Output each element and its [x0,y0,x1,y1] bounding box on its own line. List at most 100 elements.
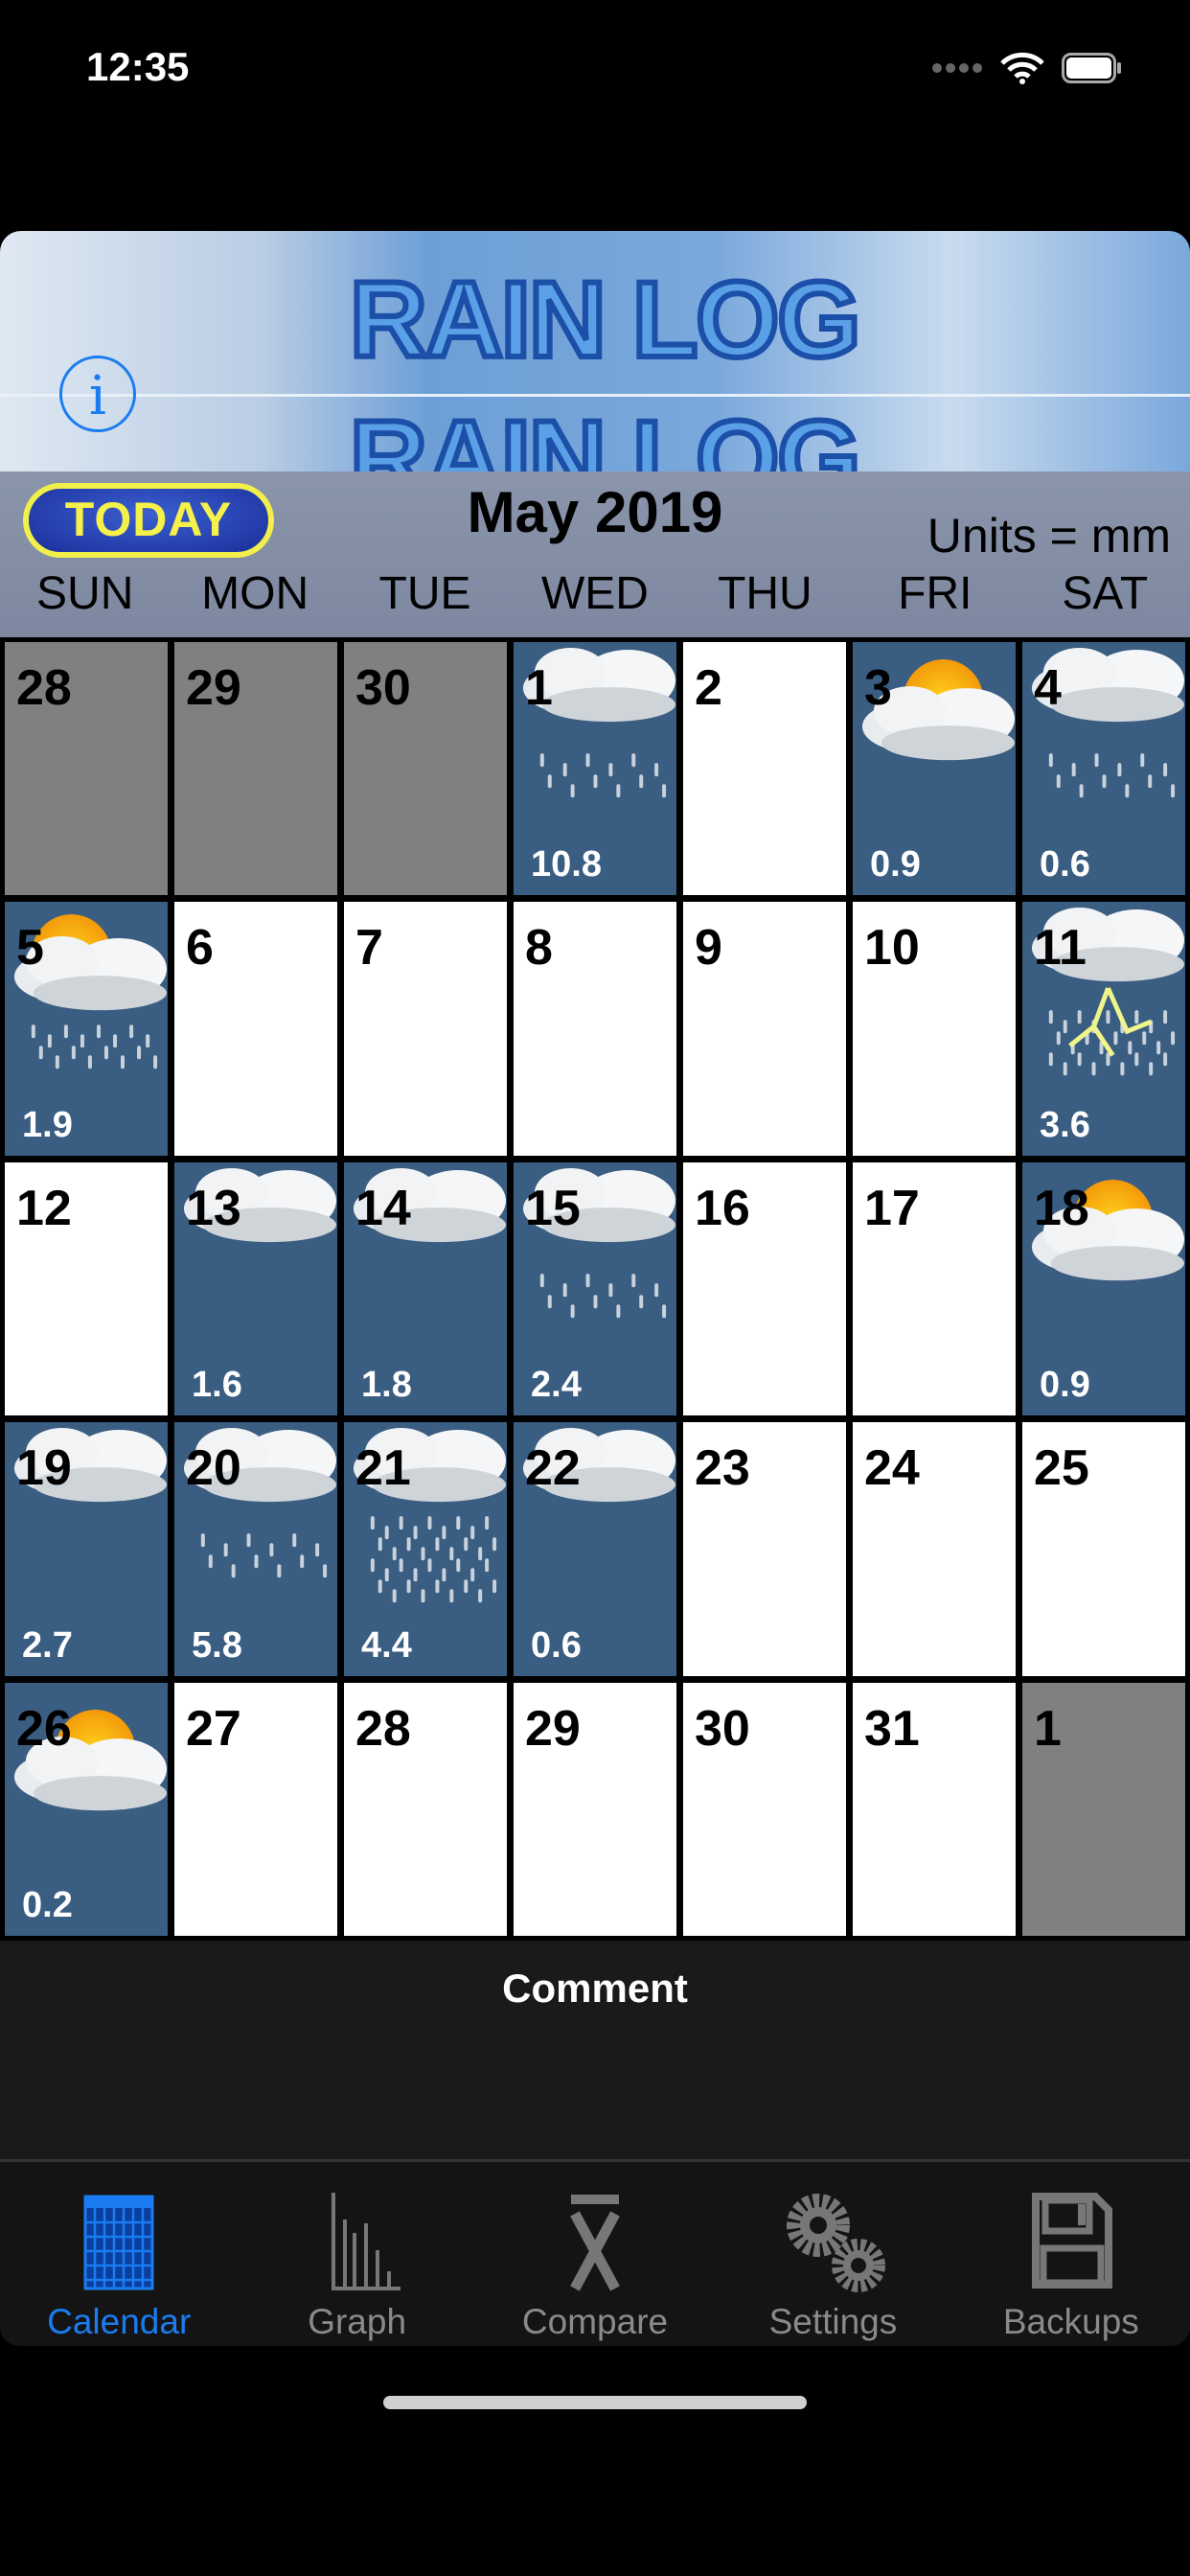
day-cell[interactable]: 30 [344,642,507,896]
day-number: 9 [695,920,722,977]
status-bar: 12:35 [0,0,1190,134]
tab-graph[interactable]: Graph [238,2162,475,2346]
day-cell[interactable]: 26 0.2 [5,1682,168,1936]
tab-label: Compare [521,2302,669,2341]
day-cell[interactable]: 1 10.8 [514,642,676,896]
today-button[interactable]: TODAY [23,483,274,558]
day-number: 2 [695,660,722,716]
sun-cloud-icon [861,659,1016,761]
day-number: 25 [1034,1440,1089,1497]
battery-icon [1062,53,1121,83]
rain-amount: 3.6 [1040,1104,1090,1145]
tab-bar: Calendar Graph Compare Settings Backups [0,2159,1190,2346]
day-number: 1 [525,660,553,716]
app-logo-title-repeat: RAIN LOG [347,396,864,472]
day-cell[interactable]: 23 [683,1422,846,1676]
day-cell[interactable]: 4 0.6 [1022,642,1185,896]
day-cell[interactable]: 30 [683,1682,846,1936]
day-cell[interactable]: 24 [853,1422,1016,1676]
month-title: May 2019 [467,480,723,544]
day-number: 30 [695,1700,750,1757]
info-button[interactable]: i [59,356,136,432]
day-cell[interactable]: 11 3.6 [1022,902,1185,1156]
day-cell[interactable]: 2 [683,642,846,896]
day-cell[interactable]: 3 0.9 [853,642,1016,896]
day-cell[interactable]: 7 [344,902,507,1156]
day-cell[interactable]: 22 0.6 [514,1422,676,1676]
day-cell[interactable]: 20 5.8 [174,1422,337,1676]
day-number: 11 [1034,920,1087,977]
day-cell[interactable]: 14 1.8 [344,1162,507,1416]
rain-amount: 4.4 [361,1624,412,1666]
tab-calendar[interactable]: Calendar [0,2162,238,2346]
tab-label: Settings [768,2302,898,2341]
cloud-icon [353,1167,507,1242]
day-number: 24 [864,1440,920,1497]
day-cell[interactable]: 13 1.6 [174,1162,337,1416]
sun-cloud-rain-icon [13,914,168,1070]
home-indicator[interactable] [383,2396,807,2409]
day-cell[interactable]: 5 1.9 [5,902,168,1156]
weekday-label: FRI [898,568,973,619]
day-cell[interactable]: 28 [344,1682,507,1936]
day-number: 7 [355,920,383,977]
calendar-icon [83,2195,154,2290]
weekday-label: WED [540,568,649,619]
tab-label: Graph [308,2302,407,2341]
cloud-rain-icon [1031,648,1185,798]
tab-label: Backups [1002,2302,1139,2341]
cloud-heavy-rain-icon [353,1428,507,1603]
rain-amount: 0.9 [1040,1365,1090,1406]
day-cell[interactable]: 6 [174,902,337,1156]
comment-label: Comment [502,1966,688,2011]
rain-amount: 2.4 [531,1365,582,1406]
day-cell[interactable]: 8 [514,902,676,1156]
thunderstorm-icon [1031,908,1185,1076]
tab-settings[interactable]: Settings [714,2162,951,2346]
tab-compare[interactable]: Compare [476,2162,714,2346]
day-number: 4 [1034,660,1062,716]
gears-icon [787,2194,886,2292]
rain-amount: 0.2 [22,1884,73,1925]
day-number: 23 [695,1440,750,1497]
day-cell[interactable]: 31 [853,1682,1016,1936]
day-cell[interactable]: 10 [853,902,1016,1156]
tab-backups[interactable]: Backups [952,2162,1190,2346]
day-cell[interactable]: 16 [683,1162,846,1416]
rain-amount: 10.8 [531,844,602,886]
day-cell[interactable]: 18 0.9 [1022,1162,1185,1416]
day-cell[interactable]: 12 [5,1162,168,1416]
day-number: 26 [16,1700,72,1757]
calendar-grid: 28 29 30 1 10.8 2 3 0.9 4 0.6 5 1.9 6 7 8 9 10 11 3.6 12 13 1… [0,637,1190,1941]
day-cell[interactable]: 29 [514,1682,676,1936]
rain-amount: 0.9 [870,844,921,886]
weekday-label: TUE [378,568,471,619]
day-number: 15 [525,1180,581,1236]
day-cell[interactable]: 15 2.4 [514,1162,676,1416]
day-cell[interactable]: 17 [853,1162,1016,1416]
day-cell[interactable]: 27 [174,1682,337,1936]
day-number: 13 [186,1180,241,1236]
day-cell[interactable]: 29 [174,642,337,896]
day-number: 28 [16,660,72,716]
day-cell[interactable]: 25 [1022,1422,1185,1676]
day-number: 29 [525,1700,581,1757]
comment-area[interactable]: Comment [0,1941,1190,2159]
tab-label: Calendar [47,2302,192,2341]
day-number: 14 [355,1180,411,1236]
day-cell[interactable]: 1 [1022,1682,1185,1936]
rain-amount: 0.6 [1040,844,1090,886]
day-cell[interactable]: 28 [5,642,168,896]
cellular-signal-icon [932,63,982,73]
day-number: 27 [186,1700,241,1757]
units-label: Units = mm [927,509,1171,563]
rain-amount: 1.9 [22,1104,73,1145]
day-cell[interactable]: 9 [683,902,846,1156]
day-number: 18 [1034,1180,1089,1236]
sun-cloud-icon [1031,1179,1185,1280]
day-cell[interactable]: 19 2.7 [5,1422,168,1676]
weekday-row: SUN MON TUE WED THU FRI SAT [0,567,1190,620]
status-time: 12:35 [86,44,190,89]
day-cell[interactable]: 21 4.4 [344,1422,507,1676]
x-bar-icon [570,2195,620,2291]
